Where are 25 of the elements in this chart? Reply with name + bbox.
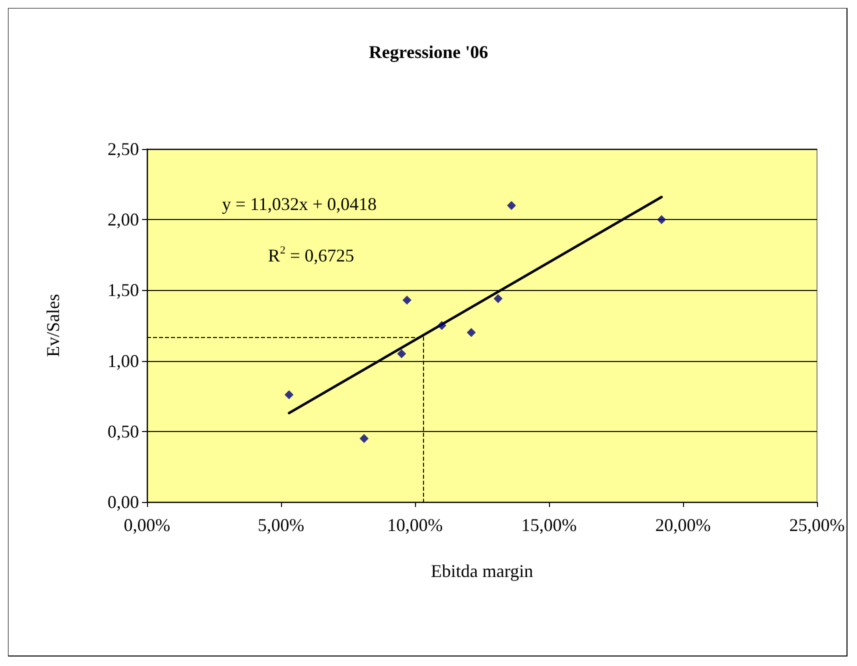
point <box>284 390 294 400</box>
x-tick-label: 20,00% <box>655 515 711 535</box>
x-tick-label: 0,00% <box>124 515 170 535</box>
point <box>494 294 503 304</box>
y-tick-label: 2,00 <box>108 210 139 230</box>
y-tick-label: 1,00 <box>108 350 139 371</box>
point <box>397 349 406 358</box>
point <box>506 200 516 210</box>
chart-title: Regressione '06 <box>368 42 488 62</box>
y-axis-title: Ev/Sales <box>43 294 63 357</box>
point <box>360 434 369 443</box>
y-tick-label: 2,50 <box>108 139 139 159</box>
point <box>437 321 446 330</box>
x-tick-label: 5,00% <box>258 515 304 535</box>
x-tick-label: 25,00% <box>789 515 845 535</box>
point <box>657 215 666 224</box>
y-tick-label: 0,00 <box>108 492 139 512</box>
y-tick-label: 1,50 <box>108 280 139 300</box>
x-axis-title: Ebitda margin <box>430 561 534 581</box>
annotation: y = 11,032x + 0,0418 <box>222 194 377 214</box>
point <box>402 296 412 305</box>
x-tick-label: 15,00% <box>521 515 577 535</box>
point <box>466 328 476 338</box>
y-tick-label: 0,50 <box>108 421 139 442</box>
x-tick-label: 10,00% <box>387 515 443 535</box>
